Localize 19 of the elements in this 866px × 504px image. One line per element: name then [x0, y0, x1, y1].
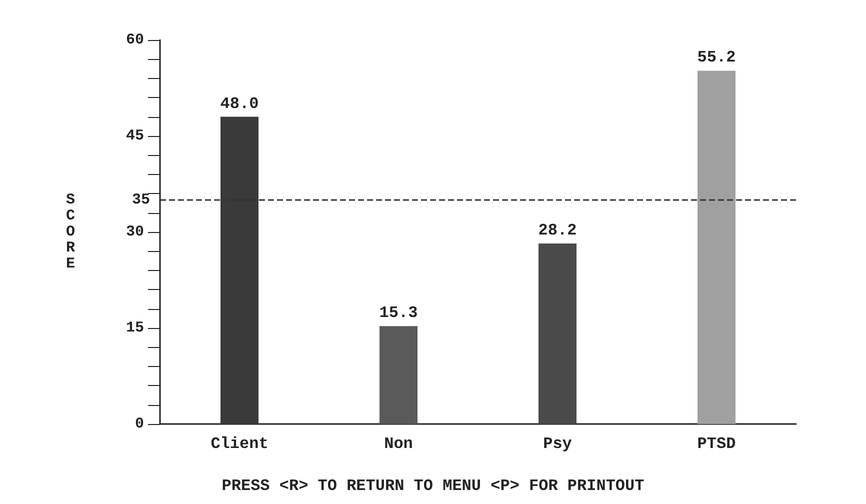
y-tick-label: 15 [126, 320, 144, 336]
y-tick-label: 45 [126, 128, 144, 144]
data-label: 55.2 [697, 48, 736, 67]
bar [380, 326, 418, 424]
y-tick-label: 30 [126, 224, 144, 240]
bar [698, 70, 736, 424]
data-label: 15.3 [379, 304, 418, 322]
ref-line-label: 35 [132, 192, 150, 208]
y-tick-label: 60 [126, 32, 144, 48]
y-axis-title: SCORE [66, 192, 75, 272]
x-tick-label: Psy [543, 435, 572, 453]
x-tick-label: PTSD [697, 435, 736, 453]
x-tick-label: Non [384, 435, 413, 453]
x-tick-label: Client [210, 435, 268, 453]
data-label: 28.2 [538, 222, 577, 240]
bar [538, 244, 576, 424]
data-label: 48.0 [220, 94, 259, 113]
y-tick-label: 0 [134, 416, 144, 432]
text: PRESS <R> TO RETURN TO MENU <P> FOR PRINTOUT [222, 477, 645, 495]
